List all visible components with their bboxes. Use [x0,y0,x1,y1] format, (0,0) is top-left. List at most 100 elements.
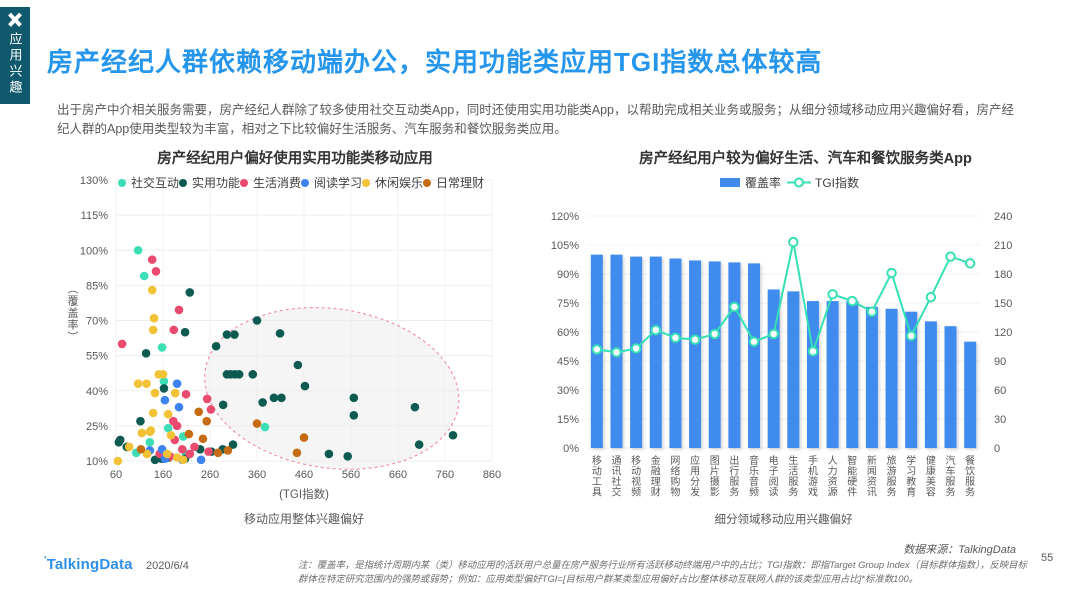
scatter-point [133,245,143,255]
line-marker [925,292,937,303]
combo-chart: 房产经纪用户较为偏好生活、汽车和餐饮服务类App 0% 15% 30% 45% 60% 7… [545,145,1066,557]
scatter-point [172,421,182,431]
right-axis-label: 150 [994,298,1012,310]
scatter-point [248,370,258,379]
scatter-series-日常理财 [136,407,309,458]
x-tick-label: 260 [201,469,219,481]
line-marker [591,344,603,355]
right-axis-label: 0 [994,443,1000,455]
scatter-plot: 10% 25% 40% 55% 70% 85% 100% 115% 130% 60 160 260 36… [80,175,501,481]
scatter-point [252,419,262,428]
scatter-point [202,416,212,426]
x-tick-label: 660 [389,469,407,481]
legend-swatch [240,179,248,187]
scatter-point [410,402,420,412]
scatter-point [194,407,204,417]
scatter-point [162,449,172,459]
scatter-chart: 房产经纪用户偏好使用实用功能类移动应用 （覆盖率） 10% 25% 40% 55% 70… [60,145,530,545]
line-marker [748,336,760,347]
line-marker [807,346,819,357]
scatter-point [324,449,334,459]
scatter-point [142,449,152,459]
intro-paragraph: 出于房产中介相关服务需要，房产经纪人群除了较多使用社交互动类App，同时还使用实… [57,103,1014,137]
logo-tick: ' [44,555,47,566]
scatter-point [117,339,127,349]
y-tick-label: 25% [86,421,108,433]
category-label: 电子阅读 [769,454,779,499]
scatter-point [113,456,123,466]
scatter-point [277,393,286,403]
scatter-point [136,444,146,454]
category-label: 人力资源 [828,455,838,499]
scatter-chart-title: 房产经纪用户偏好使用实用功能类移动应用 [157,151,433,167]
legend-bar-swatch [720,178,740,187]
left-axis-label: 120% [551,211,579,223]
bar [964,341,977,448]
scatter-point [172,379,182,389]
line-marker [866,306,878,317]
category-label: 移动视频 [631,454,641,499]
line-marker [827,289,838,300]
category-label: 汽车服务 [946,454,956,499]
scatter-point [141,348,151,358]
left-axis-label: 0% [563,443,579,455]
scatter-point [196,455,206,465]
talkingdata-logo: 'TalkingData [44,555,133,573]
bar [944,326,957,448]
bar [767,289,780,448]
scatter-point [133,379,143,389]
scatter-x-axis-label: (TGI指数) [279,489,329,501]
scatter-point [190,442,199,452]
page-number: 55 [1041,552,1054,564]
line-marker [709,328,720,340]
line-marker [847,295,858,307]
legend-swatch [423,179,431,187]
scatter-point [142,379,151,389]
scatter-point [114,437,124,447]
y-tick-label: 70% [86,316,108,328]
line-marker [630,343,642,354]
y-tick-label: 40% [86,386,108,398]
legend-label: 覆盖率 [745,175,781,190]
category-label: 旅游服务 [887,454,897,499]
scatter-legend: 社交互动 实用功能 生活消费 阅读学习 休闲娱乐 日常理财 [118,175,484,190]
combo-chart-title: 房产经纪用户较为偏好生活、汽车和餐饮服务类App [639,151,972,167]
scatter-point [163,423,173,433]
category-label: 智能硬件 [847,454,857,499]
right-axis-label: 240 [994,211,1012,223]
left-axis-label: 15% [557,414,579,426]
scatter-point [349,411,359,420]
scatter-point [185,288,195,297]
scatter-points [113,245,458,466]
legend-swatch [179,179,187,187]
legend-label: 生活消费 [253,176,301,190]
scatter-series-生活消费 [117,255,216,461]
left-axis-label: 45% [557,356,579,368]
scatter-point [292,448,302,458]
line-marker [945,251,956,262]
legend-label: TGI指数 [815,175,859,190]
category-label: 通讯社交 [611,455,621,499]
scatter-point [137,428,147,438]
scatter-point [136,416,145,426]
scatter-point [185,449,195,459]
bar [905,311,918,448]
scatter-point [157,343,167,352]
scatter-point [169,325,179,335]
scatter-point [223,446,233,455]
scatter-point [300,381,310,391]
right-axis-label: 30 [994,414,1006,426]
legend-swatch [118,179,126,187]
scatter-point [202,394,212,404]
scatter-point [124,442,134,452]
x-tick-label: 160 [154,469,172,481]
scatter-point [180,327,190,337]
x-tick-label: 860 [483,469,501,481]
right-axis-label: 210 [994,240,1012,252]
category-label: 金融理财 [651,454,661,499]
line-marker [906,330,917,342]
combo-plot: 0% 15% 30% 45% 60% 75% 90% 105% 120% 0 30 60 90 120 15… [551,175,1013,499]
scatter-point [181,389,191,399]
scatter-point [147,285,157,295]
scatter-point [147,255,157,264]
